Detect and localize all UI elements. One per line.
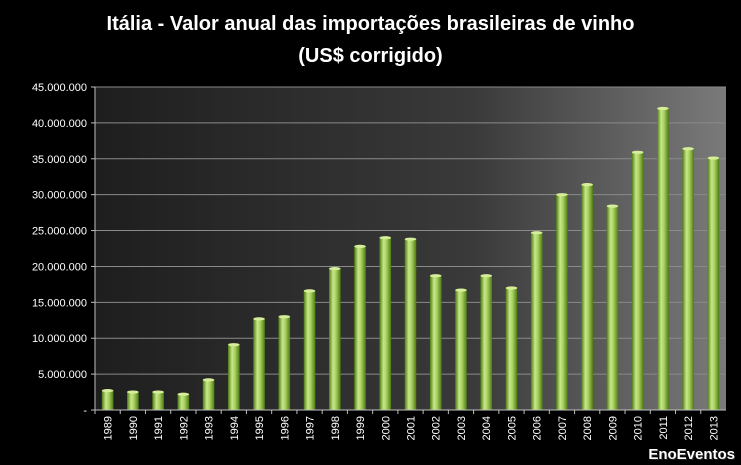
x-tick-label-1990: 1990: [128, 416, 140, 440]
y-tick-label: 45.000.000: [32, 82, 87, 94]
x-tick-label-1996: 1996: [279, 416, 291, 440]
bar-2013: [707, 158, 720, 410]
bar-1989: [101, 390, 114, 410]
x-tick-label-1992: 1992: [178, 416, 190, 440]
bar-cap-1997: [303, 289, 316, 293]
y-tick-label: 20.000.000: [32, 261, 87, 273]
bar-2012: [682, 148, 694, 410]
y-tick-label: 30.000.000: [32, 190, 87, 202]
x-tick-label-2006: 2006: [532, 416, 544, 440]
x-tick-label-1997: 1997: [305, 416, 317, 440]
bar-2002: [429, 275, 442, 410]
x-tick-label-2007: 2007: [557, 416, 569, 440]
x-tick-label-1994: 1994: [229, 416, 241, 440]
bar-cap-2006: [530, 231, 543, 235]
bar-cap-2001: [404, 237, 417, 241]
bar-1992: [177, 394, 190, 410]
y-tick-label: 35.000.000: [32, 154, 87, 166]
bar-1995: [253, 318, 265, 410]
bar-cap-1989: [101, 389, 114, 393]
bar-2001: [404, 239, 417, 410]
bar-cap-2003: [455, 288, 467, 292]
y-tick-labels: - 5.000.000 10.000.000 15.000.000 20.000.000…: [32, 82, 95, 417]
bar-cap-1990: [127, 390, 139, 394]
x-tick-label-1993: 1993: [204, 416, 216, 440]
bar-cap-2013: [707, 156, 720, 160]
bar-1994: [228, 344, 240, 410]
bar-cap-1996: [278, 315, 291, 319]
bar-2000: [379, 237, 392, 410]
x-tick-label-2011: 2011: [658, 416, 670, 440]
bar-cap-1995: [253, 317, 265, 321]
x-tick-label-1998: 1998: [330, 416, 342, 440]
bar-2004: [480, 275, 493, 410]
x-tick-label-2004: 2004: [481, 416, 493, 440]
bar-cap-2009: [606, 204, 619, 208]
bar-cap-2010: [631, 150, 644, 154]
x-tick-label-1999: 1999: [355, 416, 367, 440]
bar-cap-2002: [429, 274, 442, 278]
bar-2011: [657, 108, 669, 411]
x-tick-label-2012: 2012: [683, 416, 695, 440]
bar-cap-2011: [657, 106, 669, 111]
y-tick-label: -: [83, 405, 87, 417]
bar-cap-1991: [152, 390, 164, 394]
bar-2010: [631, 152, 644, 410]
bar-cap-1992: [177, 392, 190, 396]
y-tick-label: 25.000.000: [32, 226, 87, 238]
chart-title-line-2: (US$ corrigido): [298, 45, 443, 67]
bar-2009: [606, 206, 619, 410]
bar-1998: [328, 268, 341, 410]
y-tick-label: 15.000.000: [32, 297, 87, 309]
bar-1996: [278, 316, 291, 410]
x-tick-label-1989: 1989: [103, 416, 115, 440]
bar-1990: [127, 392, 139, 410]
bar-1997: [303, 290, 316, 410]
x-tick-label-2010: 2010: [633, 416, 645, 440]
y-tick-label: 10.000.000: [32, 333, 87, 345]
bar-1991: [152, 392, 164, 410]
bar-2007: [556, 194, 568, 410]
x-tick-label-1991: 1991: [153, 416, 165, 440]
y-tick-label: 40.000.000: [32, 118, 87, 130]
bar-cap-2008: [581, 183, 593, 187]
bar-2006: [530, 232, 543, 410]
bar-cap-2012: [682, 147, 694, 151]
x-tick-label-1995: 1995: [254, 416, 266, 440]
bar-cap-2007: [556, 193, 568, 197]
bar-cap-1999: [354, 244, 366, 248]
x-tick-label-2002: 2002: [431, 416, 443, 440]
watermark-logo: EnoEventos: [648, 446, 735, 463]
bar-2008: [581, 184, 593, 410]
x-tick-label-2005: 2005: [506, 416, 518, 440]
x-tick-label-2003: 2003: [456, 416, 468, 440]
bar-cap-2005: [505, 286, 518, 290]
bar-cap-1998: [328, 266, 341, 271]
bar-2003: [455, 290, 467, 410]
x-tick-label-2000: 2000: [380, 416, 392, 440]
bar-1993: [202, 379, 215, 410]
bar-cap-1993: [202, 378, 215, 382]
x-tick-label-2013: 2013: [708, 416, 720, 440]
x-tick-label-2001: 2001: [406, 416, 418, 440]
x-tick-label-2009: 2009: [607, 416, 619, 440]
chart-title-line-1: Itália - Valor anual das importações bra…: [106, 13, 635, 35]
bar-1999: [354, 246, 366, 410]
bar-cap-1994: [228, 343, 240, 347]
bar-cap-2004: [480, 274, 493, 278]
bar-cap-2000: [379, 236, 392, 240]
bars: [101, 106, 720, 411]
y-tick-label: 5.000.000: [38, 369, 87, 381]
x-tick-labels: 1989 1990 1991 1992 1993 1994 1995 1996 1997 1998…: [94, 410, 720, 440]
bar-2005: [505, 287, 518, 410]
x-tick-label-2008: 2008: [582, 416, 594, 440]
